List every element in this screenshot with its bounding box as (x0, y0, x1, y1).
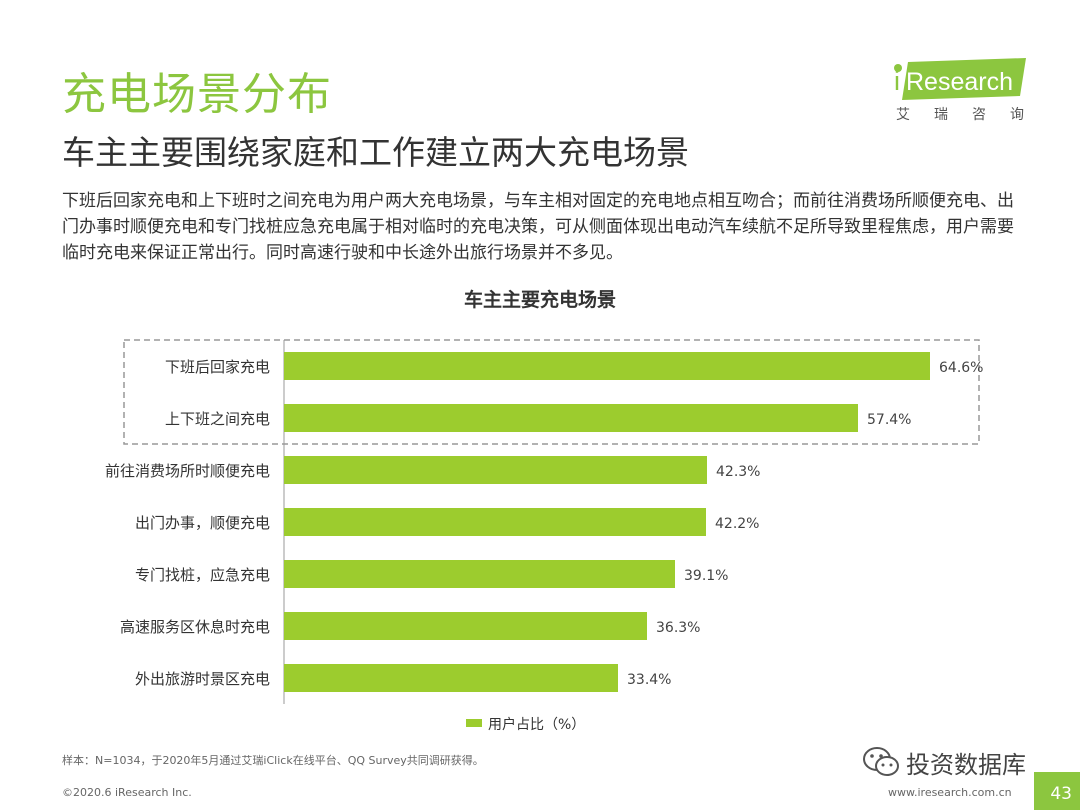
value-label: 36.3% (656, 620, 700, 636)
page-title: 充电场景分布 (62, 69, 332, 120)
category-label: 下班后回家充电 (165, 358, 270, 376)
value-label: 42.2% (715, 516, 759, 532)
logo-cn-char: 瑞 (934, 107, 948, 123)
value-label: 64.6% (939, 360, 983, 376)
value-label: 39.1% (684, 568, 728, 584)
iresearch-logo: i Research 艾 瑞 咨 询 (890, 58, 1030, 128)
bar (284, 508, 706, 536)
value-label: 42.3% (716, 464, 760, 480)
bar (284, 612, 647, 640)
logo-cn: 艾 瑞 咨 询 (896, 104, 1024, 124)
page-number-box: 43 (1034, 772, 1080, 810)
category-label: 外出旅游时景区充电 (135, 670, 270, 688)
legend-swatch (466, 719, 482, 727)
category-label: 高速服务区休息时充电 (120, 618, 270, 636)
legend-label: 用户占比（%） (488, 716, 585, 733)
category-label: 专门找桩，应急充电 (135, 566, 270, 584)
sample-note: 样本：N=1034，于2020年5月通过艾瑞iClick在线平台、QQ Surv… (62, 754, 484, 767)
logo-cn-char: 咨 (972, 107, 986, 123)
category-label: 前往消费场所时顺便充电 (105, 462, 270, 480)
logo-i: i (894, 66, 900, 96)
logo-cn-char: 询 (1010, 107, 1024, 123)
bar-chart: 车主主要充电场景下班后回家充电 64.6% 上下班之间充电 57.4% 前往消费场所时顺… (0, 280, 1080, 740)
logo-brand: Research (906, 68, 1013, 96)
bar (284, 456, 707, 484)
value-label: 33.4% (627, 672, 671, 688)
category-label: 上下班之间充电 (165, 410, 270, 428)
bar (284, 404, 858, 432)
watermark: 投资数据库 (862, 742, 1026, 782)
highlight-box (123, 339, 980, 445)
logo-mark: i Research (894, 58, 1026, 100)
wechat-icon (863, 747, 899, 776)
bar (284, 664, 618, 692)
category-label: 出门办事，顺便充电 (135, 514, 270, 532)
site-url[interactable]: www.iresearch.com.cn (888, 786, 1012, 799)
bar (284, 560, 675, 588)
watermark-text: 投资数据库 (906, 750, 1026, 779)
page-subtitle: 车主主要围绕家庭和工作建立两大充电场景 (62, 133, 689, 172)
value-label: 57.4% (867, 412, 911, 428)
page-description: 下班后回家充电和上下班时之间充电为用户两大充电场景，与车主相对固定的充电地点相互… (62, 191, 1014, 263)
bar (284, 352, 930, 380)
logo-cn-char: 艾 (896, 107, 910, 123)
page-number: 43 (1050, 784, 1072, 804)
copyright: ©2020.6 iResearch Inc. (62, 786, 192, 799)
chart-title: 车主主要充电场景 (464, 288, 616, 311)
